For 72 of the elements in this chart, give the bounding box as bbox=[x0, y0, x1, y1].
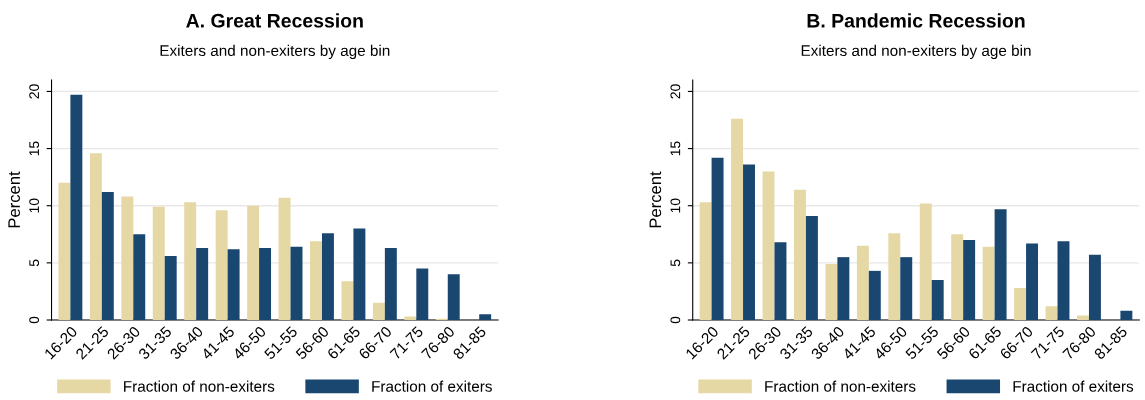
bar bbox=[963, 240, 976, 320]
chart-title: A. Great Recession bbox=[186, 13, 363, 28]
bar bbox=[164, 256, 177, 320]
legend-label: Fraction of non-exiters bbox=[765, 380, 916, 392]
bar bbox=[805, 216, 818, 320]
bar bbox=[1077, 315, 1089, 320]
bar bbox=[1120, 310, 1133, 320]
bar bbox=[1026, 243, 1039, 320]
bar bbox=[372, 302, 385, 320]
bar bbox=[731, 118, 744, 320]
bar bbox=[184, 202, 197, 320]
bar bbox=[121, 196, 134, 320]
y-tick-label: 5 bbox=[29, 259, 40, 267]
bar bbox=[837, 257, 850, 320]
bar bbox=[743, 164, 755, 320]
bar bbox=[1045, 306, 1058, 320]
bar bbox=[825, 264, 838, 320]
bar bbox=[994, 209, 1007, 320]
bar bbox=[152, 206, 165, 320]
y-tick-label: 0 bbox=[29, 316, 40, 324]
y-tick-label: 5 bbox=[670, 259, 681, 267]
bar bbox=[259, 248, 272, 320]
bar bbox=[1088, 254, 1101, 320]
bar bbox=[762, 171, 775, 320]
bar bbox=[215, 210, 228, 320]
y-tick-label: 10 bbox=[29, 198, 40, 213]
y-tick-label: 20 bbox=[670, 84, 681, 99]
bar bbox=[951, 234, 964, 320]
bar bbox=[321, 233, 334, 320]
bar bbox=[711, 157, 724, 320]
chart-subtitle: Exiters and non-exiters by age bin bbox=[160, 44, 390, 60]
bar bbox=[353, 228, 366, 320]
bar bbox=[247, 205, 260, 320]
bar bbox=[868, 270, 881, 320]
bar bbox=[290, 246, 303, 320]
bar bbox=[479, 314, 492, 320]
legend-label: Fraction of exiters bbox=[1013, 380, 1134, 392]
bar bbox=[384, 248, 397, 320]
chart-title: B. Pandemic Recession bbox=[807, 13, 1025, 28]
bar bbox=[793, 189, 806, 320]
bar bbox=[310, 241, 322, 320]
bar bbox=[58, 182, 71, 320]
bar bbox=[774, 242, 787, 320]
bar bbox=[982, 246, 995, 320]
bar bbox=[101, 192, 114, 320]
bar bbox=[699, 202, 712, 320]
bar bbox=[416, 268, 429, 320]
bar bbox=[888, 233, 901, 320]
bar bbox=[196, 248, 209, 320]
bar bbox=[227, 249, 240, 320]
bar bbox=[341, 281, 354, 320]
y-tick-label: 15 bbox=[670, 141, 681, 156]
bar bbox=[919, 203, 932, 320]
bar bbox=[133, 234, 146, 320]
bar bbox=[856, 245, 869, 320]
y-tick-label: 0 bbox=[670, 316, 681, 324]
y-axis-title: Percent bbox=[649, 171, 662, 228]
bar bbox=[447, 274, 460, 320]
y-tick-label: 20 bbox=[29, 84, 40, 99]
y-tick-label: 10 bbox=[670, 198, 681, 213]
bar bbox=[900, 257, 913, 320]
y-tick-label: 15 bbox=[29, 141, 40, 156]
bar bbox=[70, 94, 83, 320]
legend-label: Fraction of exiters bbox=[372, 380, 492, 392]
y-axis-title: Percent bbox=[8, 171, 21, 228]
bar bbox=[89, 153, 102, 320]
bar bbox=[931, 280, 944, 320]
bar bbox=[1014, 288, 1027, 320]
legend-label: Fraction of non-exiters bbox=[124, 380, 275, 392]
bar bbox=[278, 197, 291, 320]
bar bbox=[1057, 241, 1070, 320]
chart-subtitle: Exiters and non-exiters by age bin bbox=[801, 44, 1031, 60]
